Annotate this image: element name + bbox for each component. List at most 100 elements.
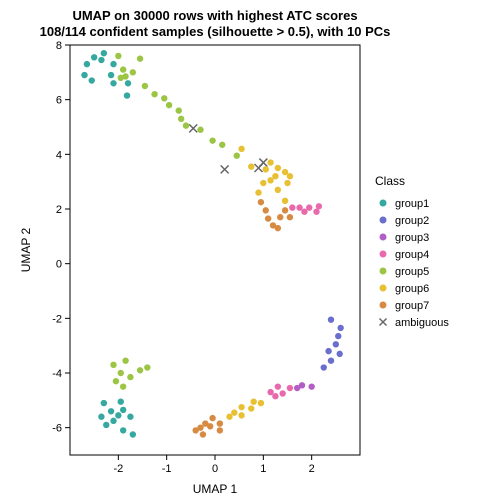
point-marker (91, 54, 97, 60)
y-tick-label: -2 (52, 313, 62, 325)
point-marker (335, 333, 341, 339)
point-marker (127, 414, 133, 420)
y-tick-label: -6 (52, 423, 62, 435)
point-marker (122, 358, 128, 364)
point-marker (166, 102, 172, 108)
point-marker (110, 362, 116, 368)
point-marker (115, 53, 121, 59)
legend-marker (380, 251, 387, 258)
point-marker (120, 407, 126, 413)
point-marker (101, 50, 107, 56)
legend-label: ambiguous (395, 317, 449, 329)
point-marker (110, 418, 116, 424)
point-marker (108, 72, 114, 78)
point-marker (337, 351, 343, 357)
point-marker (282, 198, 288, 204)
point-marker (151, 91, 157, 97)
x-tick-label: 0 (212, 463, 218, 475)
point-marker (248, 405, 254, 411)
point-marker (137, 55, 143, 61)
point-marker (275, 187, 281, 193)
point-marker (200, 431, 206, 437)
chart-container: -2-1012-6-4-202468UMAP 1UMAP 2UMAP on 30… (0, 0, 504, 504)
point-marker (234, 153, 240, 159)
legend-label: group6 (395, 283, 429, 295)
point-marker (144, 364, 150, 370)
chart-title-line2: 108/114 confident samples (silhouette > … (40, 24, 391, 39)
plot-panel (70, 45, 360, 455)
point-marker (275, 383, 281, 389)
point-marker (287, 385, 293, 391)
point-marker (258, 400, 264, 406)
x-tick-label: -2 (113, 463, 123, 475)
point-marker (265, 215, 271, 221)
y-tick-label: 8 (56, 40, 62, 52)
point-marker (207, 423, 213, 429)
point-marker (217, 420, 223, 426)
point-marker (299, 382, 305, 388)
legend-label: group2 (395, 215, 429, 227)
point-marker (178, 116, 184, 122)
point-marker (142, 83, 148, 89)
point-marker (103, 422, 109, 428)
point-marker (118, 370, 124, 376)
legend-marker (380, 200, 387, 207)
point-marker (277, 214, 283, 220)
point-marker (255, 189, 261, 195)
legend-marker (380, 302, 387, 309)
legend-label: group4 (395, 249, 429, 261)
point-marker (328, 317, 334, 323)
point-marker (272, 173, 278, 179)
point-marker (316, 203, 322, 209)
point-marker (120, 383, 126, 389)
point-marker (137, 367, 143, 373)
legend-label: group1 (395, 198, 429, 210)
point-marker (275, 165, 281, 171)
point-marker (120, 427, 126, 433)
scatter-chart: -2-1012-6-4-202468UMAP 1UMAP 2UMAP on 30… (0, 0, 504, 504)
y-tick-label: 0 (56, 259, 62, 271)
legend-marker (380, 217, 387, 224)
point-marker (267, 159, 273, 165)
point-marker (120, 66, 126, 72)
point-marker (217, 427, 223, 433)
point-marker (282, 207, 288, 213)
point-marker (279, 390, 285, 396)
legend-marker (380, 268, 387, 275)
point-marker (161, 95, 167, 101)
point-marker (130, 431, 136, 437)
x-tick-label: -1 (162, 463, 172, 475)
y-axis-label: UMAP 2 (19, 227, 33, 272)
legend-marker (380, 285, 387, 292)
legend-marker (380, 234, 387, 241)
chart-title-line1: UMAP on 30000 rows with highest ATC scor… (72, 8, 357, 23)
point-marker (101, 400, 107, 406)
point-marker (238, 146, 244, 152)
point-marker (124, 92, 130, 98)
point-marker (81, 72, 87, 78)
point-marker (209, 415, 215, 421)
point-marker (130, 69, 136, 75)
point-marker (287, 214, 293, 220)
y-tick-label: 4 (56, 149, 62, 161)
point-marker (308, 383, 314, 389)
point-marker (118, 399, 124, 405)
point-marker (110, 80, 116, 86)
point-marker (248, 163, 254, 169)
point-marker (263, 166, 269, 172)
point-marker (219, 142, 225, 148)
point-marker (275, 225, 281, 231)
legend-label: group3 (395, 232, 429, 244)
point-marker (98, 57, 104, 63)
point-marker (260, 180, 266, 186)
legend-title: Class (375, 174, 405, 188)
y-tick-label: 6 (56, 95, 62, 107)
point-marker (321, 364, 327, 370)
point-marker (98, 414, 104, 420)
point-marker (263, 207, 269, 213)
x-axis-label: UMAP 1 (193, 482, 238, 496)
point-marker (306, 204, 312, 210)
point-marker (110, 61, 116, 67)
point-marker (209, 137, 215, 143)
y-tick-label: 2 (56, 204, 62, 216)
